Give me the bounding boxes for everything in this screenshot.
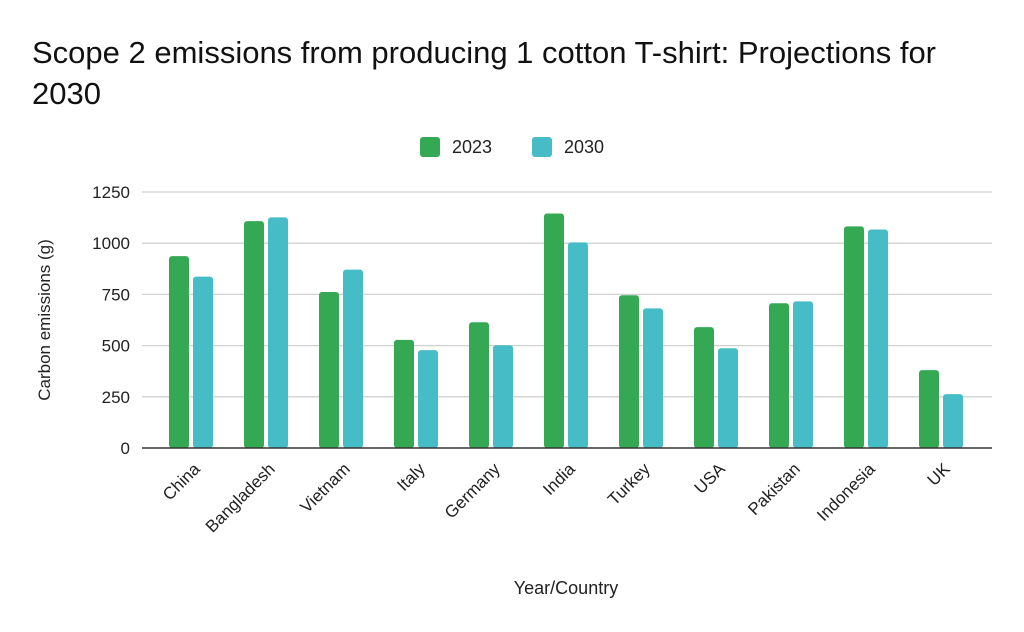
chart-title: Scope 2 emissions from producing 1 cotto… bbox=[32, 35, 937, 111]
x-tick-label: Italy bbox=[393, 459, 429, 495]
bar-2023-bangladesh bbox=[244, 221, 264, 448]
legend-label: 2023 bbox=[452, 137, 492, 157]
y-tick-label: 750 bbox=[102, 285, 130, 304]
bar-2023-uk bbox=[919, 370, 939, 448]
bar-2030-indonesia bbox=[868, 229, 888, 448]
legend-swatch-2030 bbox=[532, 137, 552, 157]
x-axis-title: Year/Country bbox=[514, 578, 618, 598]
bar-2023-pakistan bbox=[769, 303, 789, 448]
legend-label: 2030 bbox=[564, 137, 604, 157]
bar-2023-usa bbox=[694, 327, 714, 448]
bar-2023-vietnam bbox=[319, 291, 339, 448]
x-tick-label: Indonesia bbox=[813, 459, 879, 525]
bar-2030-vietnam bbox=[343, 269, 363, 448]
bar-2030-uk bbox=[943, 394, 963, 448]
x-tick-label: USA bbox=[691, 459, 730, 498]
y-tick-label: 1000 bbox=[92, 234, 130, 253]
bar-2030-germany bbox=[493, 345, 513, 448]
y-tick-label: 250 bbox=[102, 388, 130, 407]
y-tick-label: 1250 bbox=[92, 183, 130, 202]
bar-2030-italy bbox=[418, 350, 438, 448]
y-axis-title: Carbon emissions (g) bbox=[35, 239, 54, 401]
x-tick-label: Vietnam bbox=[297, 459, 354, 516]
bar-2023-china bbox=[169, 256, 189, 448]
bar-2030-turkey bbox=[643, 308, 663, 448]
x-tick-label: Pakistan bbox=[744, 459, 804, 519]
legend-swatch-2023 bbox=[420, 137, 440, 157]
x-tick-label: China bbox=[159, 459, 204, 504]
x-tick-label: UK bbox=[924, 459, 955, 490]
bar-2023-turkey bbox=[619, 295, 639, 448]
bar-2030-bangladesh bbox=[268, 217, 288, 448]
bar-2023-italy bbox=[394, 339, 414, 448]
bar-2023-india bbox=[544, 213, 564, 448]
bar-2023-indonesia bbox=[844, 226, 864, 448]
x-tick-label: Germany bbox=[441, 459, 504, 522]
x-tick-label: Bangladesh bbox=[202, 459, 279, 536]
bar-2030-india bbox=[568, 242, 588, 448]
x-tick-label: Turkey bbox=[604, 459, 654, 509]
bar-2030-china bbox=[193, 276, 213, 448]
y-tick-label: 500 bbox=[102, 337, 130, 356]
x-tick-label: India bbox=[539, 459, 579, 499]
bar-2030-pakistan bbox=[793, 301, 813, 448]
bar-2023-germany bbox=[469, 322, 489, 448]
y-tick-label: 0 bbox=[121, 439, 130, 458]
bar-2030-usa bbox=[718, 348, 738, 448]
